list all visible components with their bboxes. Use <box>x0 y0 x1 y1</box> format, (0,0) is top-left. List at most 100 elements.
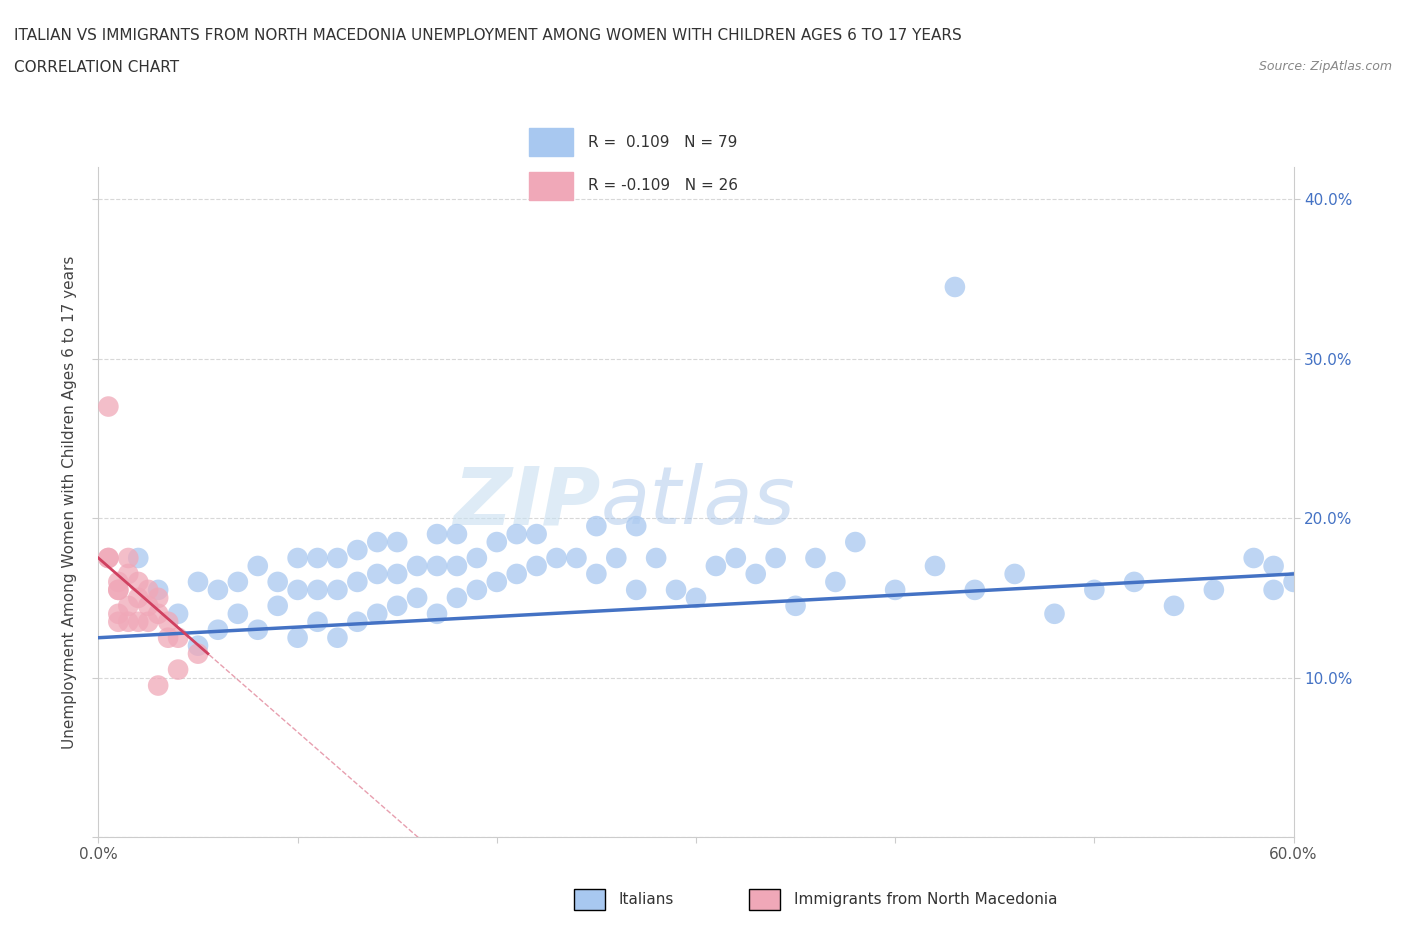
Point <box>246 622 269 637</box>
Text: ITALIAN VS IMMIGRANTS FROM NORTH MACEDONIA UNEMPLOYMENT AMONG WOMEN WITH CHILDRE: ITALIAN VS IMMIGRANTS FROM NORTH MACEDON… <box>14 28 962 43</box>
Point <box>307 551 329 565</box>
Point <box>207 622 229 637</box>
Point <box>844 535 866 550</box>
Point <box>605 551 627 565</box>
Point <box>117 598 139 613</box>
Text: Immigrants from North Macedonia: Immigrants from North Macedonia <box>794 892 1057 907</box>
Point <box>1263 582 1285 597</box>
Point <box>1004 566 1026 581</box>
Point <box>645 551 668 565</box>
Point <box>346 575 368 590</box>
Point <box>426 526 449 541</box>
Point <box>287 551 309 565</box>
Point <box>626 519 648 534</box>
Text: R =  0.109   N = 79: R = 0.109 N = 79 <box>588 135 738 150</box>
Point <box>366 566 388 581</box>
Point <box>346 615 368 630</box>
Text: Italians: Italians <box>619 892 673 907</box>
Point <box>97 551 120 565</box>
Point <box>426 559 449 574</box>
Point <box>97 399 120 414</box>
Point <box>167 606 190 621</box>
Point <box>117 615 139 630</box>
Point <box>465 582 488 597</box>
Point <box>1083 582 1105 597</box>
Point <box>366 606 388 621</box>
Point <box>267 598 290 613</box>
Point <box>1282 575 1305 590</box>
Point <box>824 575 846 590</box>
Point <box>465 551 488 565</box>
Point <box>97 551 120 565</box>
Point <box>526 526 548 541</box>
Point <box>326 551 349 565</box>
Point <box>207 582 229 597</box>
Point <box>117 551 139 565</box>
Point <box>107 615 129 630</box>
Point <box>187 638 209 653</box>
Point <box>785 598 807 613</box>
Point <box>107 606 129 621</box>
Point <box>127 615 149 630</box>
Point <box>385 535 409 550</box>
Point <box>884 582 907 597</box>
Point <box>704 559 727 574</box>
Point <box>148 678 170 693</box>
Text: R = -0.109   N = 26: R = -0.109 N = 26 <box>588 179 738 193</box>
Point <box>446 591 468 605</box>
Bar <box>530 172 572 200</box>
Point <box>385 566 409 581</box>
Point <box>187 575 209 590</box>
Point <box>745 566 768 581</box>
Point <box>287 582 309 597</box>
Point <box>963 582 986 597</box>
Point <box>1202 582 1225 597</box>
Point <box>187 646 209 661</box>
Point <box>526 559 548 574</box>
Point <box>446 559 468 574</box>
Point <box>136 598 159 613</box>
Point <box>665 582 688 597</box>
Point <box>246 559 269 574</box>
Point <box>385 598 409 613</box>
Point <box>307 582 329 597</box>
Point <box>267 575 290 590</box>
Text: atlas: atlas <box>600 463 796 541</box>
Point <box>107 582 129 597</box>
Point <box>326 582 349 597</box>
Point <box>157 615 180 630</box>
Point <box>148 591 170 605</box>
Point <box>446 526 468 541</box>
Point <box>924 559 946 574</box>
Point <box>226 575 249 590</box>
Point <box>1163 598 1185 613</box>
Point <box>307 615 329 630</box>
Point <box>148 582 170 597</box>
Point <box>117 566 139 581</box>
Text: ZIP: ZIP <box>453 463 600 541</box>
Point <box>804 551 827 565</box>
Point <box>127 591 149 605</box>
Point <box>167 631 190 645</box>
Text: Source: ZipAtlas.com: Source: ZipAtlas.com <box>1258 60 1392 73</box>
Point <box>326 631 349 645</box>
Point <box>1263 559 1285 574</box>
Point <box>565 551 588 565</box>
Text: CORRELATION CHART: CORRELATION CHART <box>14 60 179 75</box>
Point <box>366 535 388 550</box>
Point <box>585 519 607 534</box>
Point <box>406 559 429 574</box>
Point <box>127 575 149 590</box>
Bar <box>530 128 572 156</box>
Point <box>546 551 568 565</box>
Point <box>1243 551 1265 565</box>
Point <box>626 582 648 597</box>
Point <box>506 566 529 581</box>
Y-axis label: Unemployment Among Women with Children Ages 6 to 17 years: Unemployment Among Women with Children A… <box>62 256 77 749</box>
Point <box>485 535 508 550</box>
Point <box>724 551 747 565</box>
Point <box>485 575 508 590</box>
Point <box>406 591 429 605</box>
Point <box>107 582 129 597</box>
Point <box>167 662 190 677</box>
